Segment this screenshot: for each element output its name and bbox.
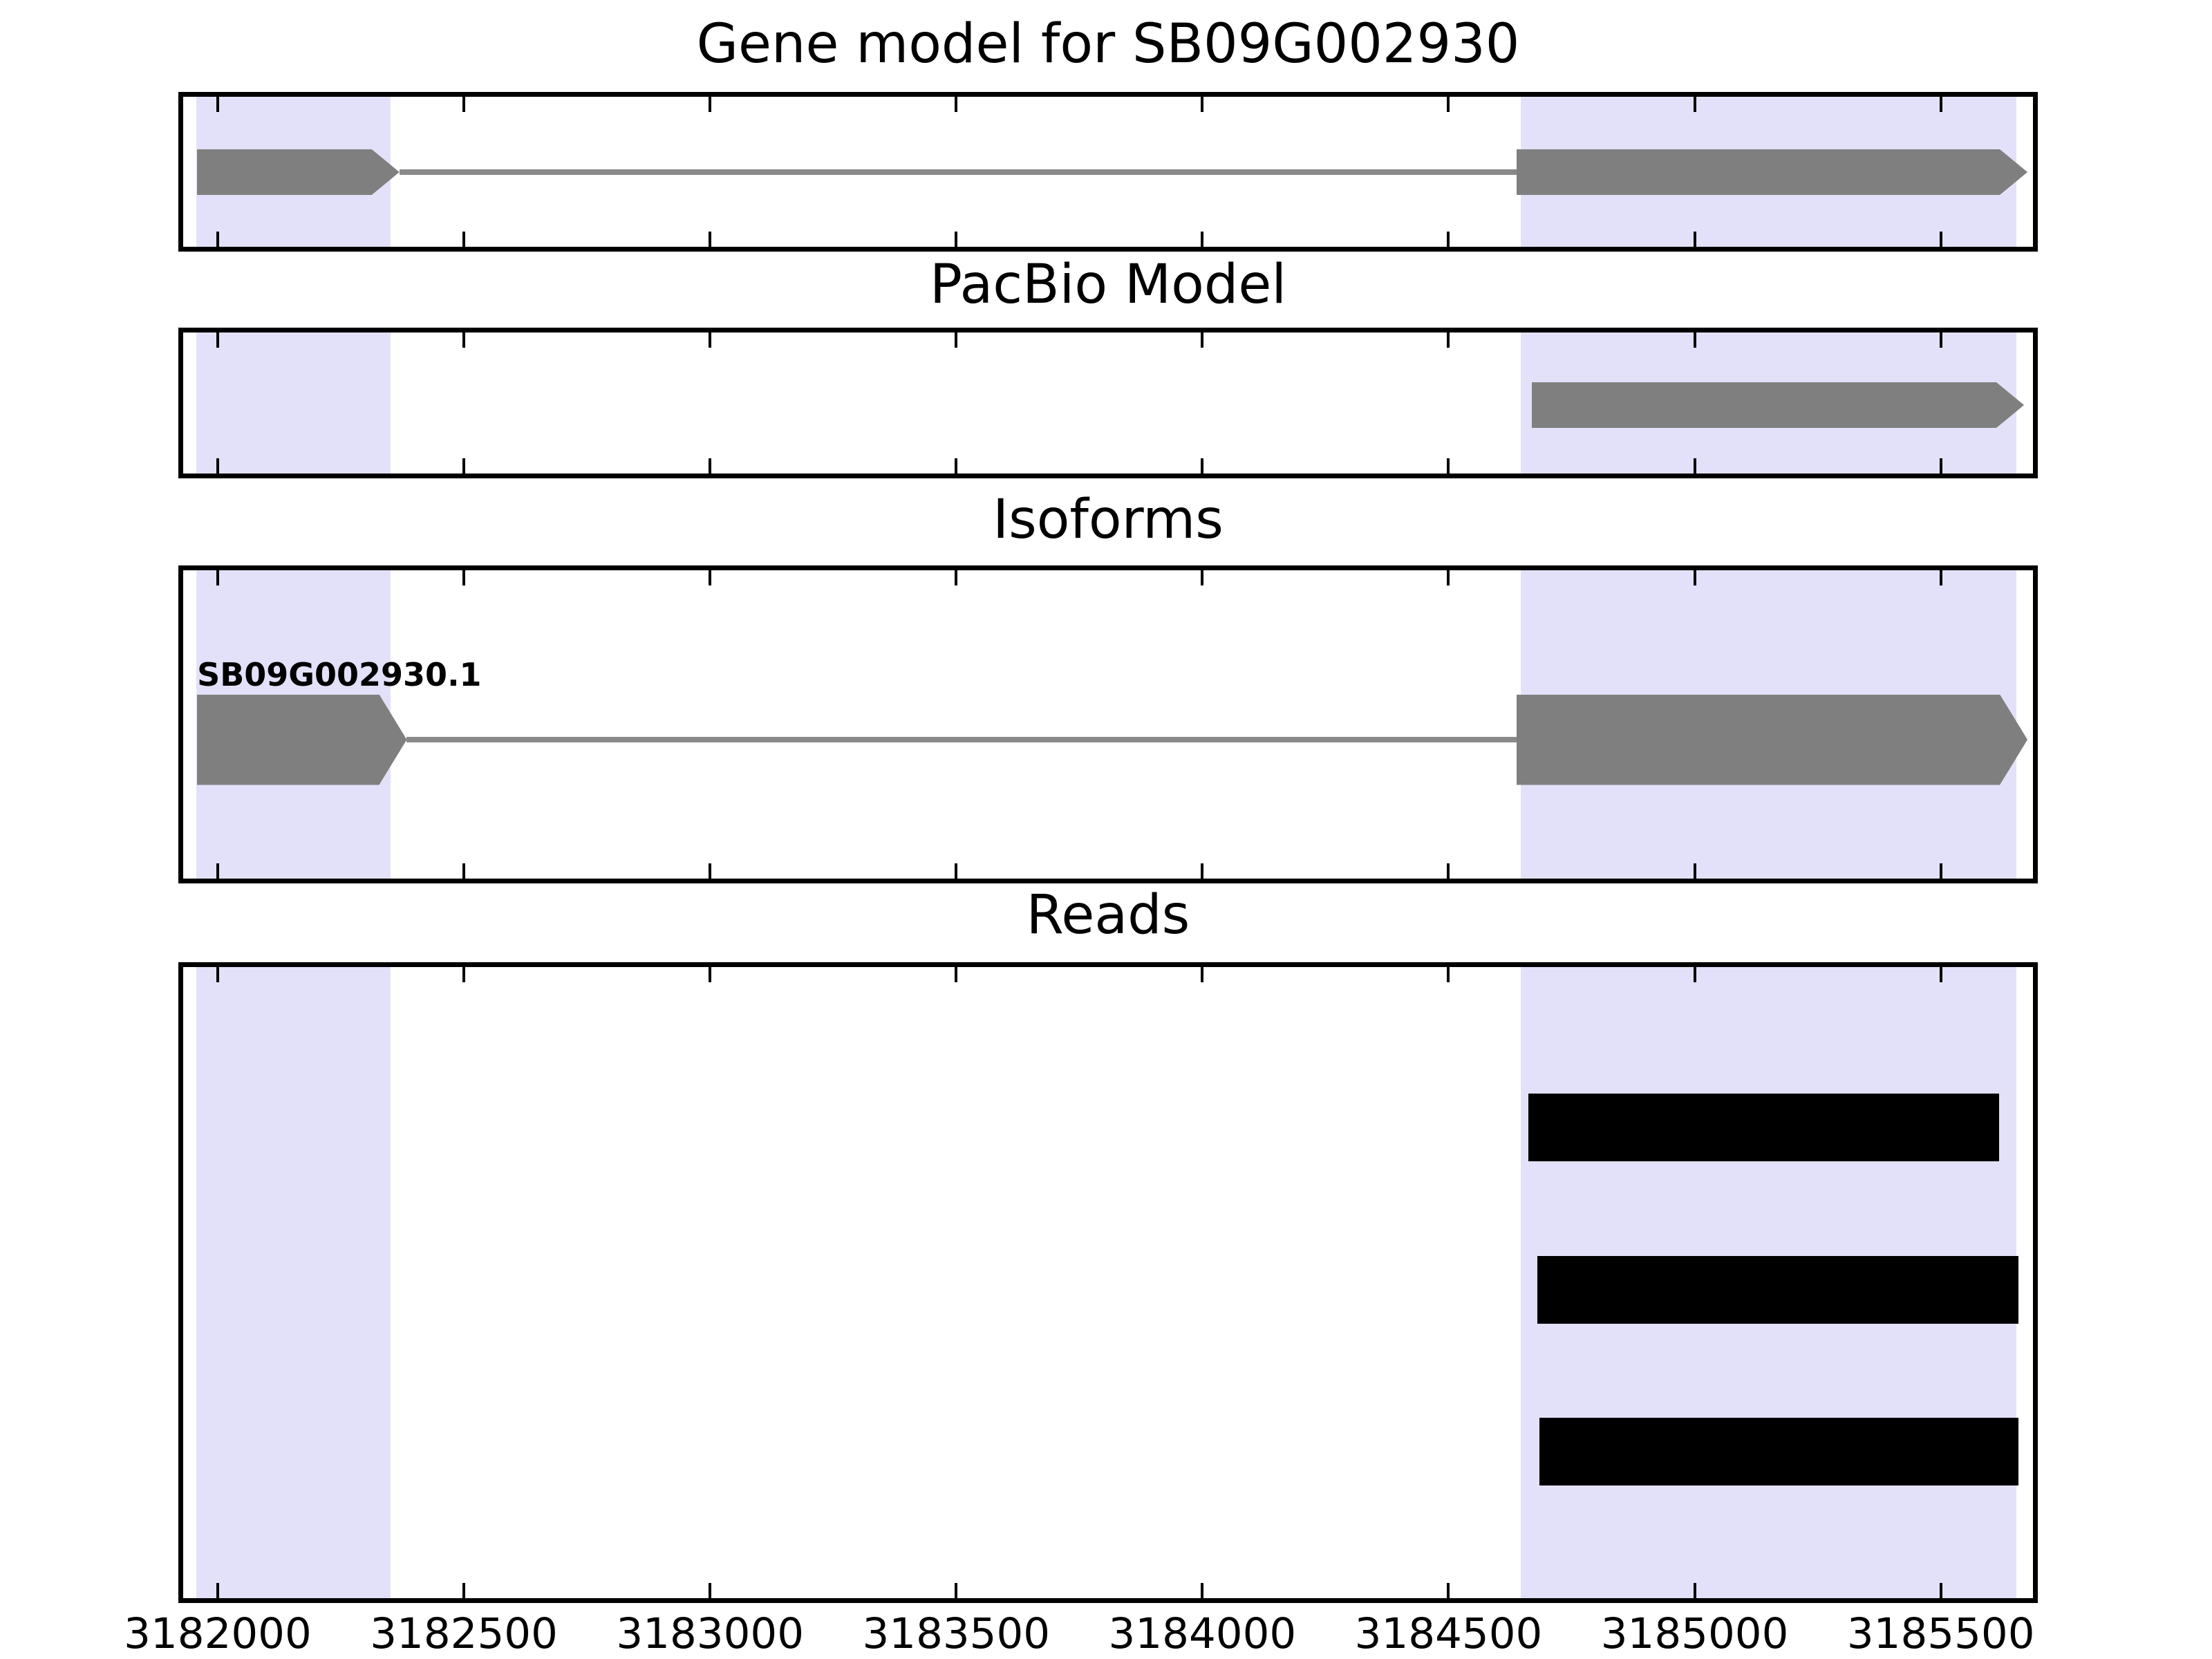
axis-tick [955,967,958,982]
axis-tick [1693,1583,1696,1598]
axis-tick [1939,863,1942,879]
axis-tick [1693,967,1696,982]
x-axis-tick-label: 3184000 [1108,1609,1297,1658]
axis-tick [216,97,219,112]
axis-tick [709,232,712,247]
axis-tick [955,863,958,879]
x-axis-tick-label: 3183000 [616,1609,805,1658]
axis-tick [955,458,958,474]
axis-tick [216,863,219,879]
axis-tick [216,458,219,474]
exon-arrow [1517,149,2027,195]
axis-tick [1201,458,1204,474]
axis-tick [709,97,712,112]
axis-tick [955,232,958,247]
axis-tick [955,97,958,112]
x-axis-tick-label: 3182000 [124,1609,312,1658]
axis-tick [1201,97,1204,112]
panel-pacbio-model [178,328,2038,478]
x-axis-tick-label: 3183500 [862,1609,1051,1658]
axis-tick [1939,232,1942,247]
axis-tick [216,232,219,247]
intron-line [406,737,1517,742]
axis-tick [216,332,219,348]
panel-gene-model [178,92,2038,252]
axis-tick [1201,863,1204,879]
axis-tick [709,458,712,474]
axis-tick [955,1583,958,1598]
axis-tick [1939,570,1942,585]
axis-tick [462,570,466,585]
axis-tick [1693,97,1696,112]
axis-tick [709,332,712,348]
x-axis-tick-label: 3185500 [1846,1609,2035,1658]
intron-line [399,169,1517,175]
axis-tick [1939,1583,1942,1598]
axis-tick [1447,1583,1450,1598]
axis-tick [1693,863,1696,879]
isoform-label: SB09G002930.1 [197,655,482,693]
exon-arrow [197,149,400,195]
panel-isoforms: SB09G002930.1 [178,565,2038,883]
axis-tick [1939,332,1942,348]
axis-tick [1939,967,1942,982]
axis-tick [955,332,958,348]
axis-tick [709,570,712,585]
panel-reads [178,962,2038,1603]
x-axis-tick-label: 3185000 [1600,1609,1789,1658]
axis-tick [1447,232,1450,247]
read-bar [1539,1418,2019,1485]
axis-tick [462,863,466,879]
axis-tick [1939,458,1942,474]
axis-tick [1201,570,1204,585]
axis-tick [709,863,712,879]
axis-tick [462,967,466,982]
axis-tick [1693,570,1696,585]
panel-title-isoforms: Isoforms [993,489,1224,551]
axis-tick [1939,97,1942,112]
axis-tick [216,1583,219,1598]
read-bar [1528,1094,1999,1161]
panel-title-pacbio-model: PacBio Model [929,254,1287,316]
axis-tick [1447,570,1450,585]
axis-tick [462,232,466,247]
axis-tick [709,967,712,982]
x-axis-tick-label: 3182500 [370,1609,558,1658]
axis-tick [1201,232,1204,247]
axis-tick [462,97,466,112]
axis-tick [1447,863,1450,879]
axis-tick [1201,967,1204,982]
panel-title-reads: Reads [1026,884,1190,946]
axis-tick [1447,967,1450,982]
axis-tick [1201,332,1204,348]
axis-tick [216,967,219,982]
axis-tick [1447,332,1450,348]
axis-tick [462,332,466,348]
exon-arrow [1517,695,2027,785]
x-axis-tick-label: 3184500 [1354,1609,1543,1658]
axis-tick [462,458,466,474]
exon-arrow [1532,382,2024,428]
axis-tick [709,1583,712,1598]
axis-tick [1201,1583,1204,1598]
highlight-region [196,967,391,1598]
exon-arrow [197,695,406,785]
axis-tick [1447,458,1450,474]
axis-tick [462,1583,466,1598]
axis-tick [1693,458,1696,474]
axis-tick [216,570,219,585]
axis-tick [1447,97,1450,112]
read-bar [1537,1256,2019,1324]
axis-tick [955,570,958,585]
axis-tick [1693,232,1696,247]
panel-title-gene-model: Gene model for SB09G002930 [696,13,1520,75]
axis-tick [1693,332,1696,348]
highlight-region [196,332,391,474]
